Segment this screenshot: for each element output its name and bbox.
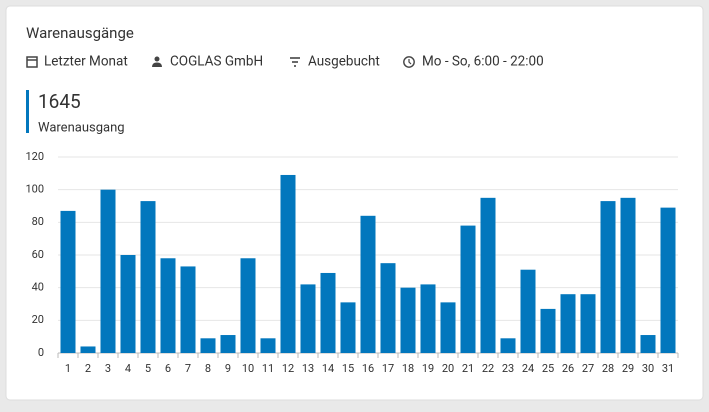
clock-icon (403, 56, 415, 68)
x-tick-label: 27 (582, 362, 594, 375)
x-tick-label: 6 (165, 362, 171, 375)
filter-label: Mo - So, 6:00 - 22:00 (422, 54, 544, 70)
bar (100, 189, 116, 353)
bar (180, 266, 196, 353)
bar (660, 207, 676, 353)
filter-icon (290, 57, 300, 67)
x-tick-label: 14 (322, 362, 334, 375)
x-tick-label: 29 (622, 362, 634, 375)
bar (460, 225, 476, 353)
x-tick-label: 21 (462, 362, 474, 375)
x-tick-label: 8 (205, 362, 211, 375)
bar (440, 302, 456, 353)
x-tick-label: 17 (382, 362, 394, 375)
filter-label: COGLAS GmbH (170, 54, 263, 70)
x-tick-label: 25 (542, 362, 554, 375)
calendar-icon (26, 56, 38, 68)
x-tick-label: 18 (402, 362, 414, 375)
x-tick-label: 9 (225, 362, 231, 375)
y-tick-label: 20 (32, 313, 44, 326)
y-tick-label: 80 (32, 215, 44, 228)
person-icon (154, 56, 160, 62)
bar (560, 294, 576, 353)
filter-label: Letzter Monat (44, 54, 128, 70)
bar (400, 287, 416, 353)
x-tick-label: 2 (85, 362, 91, 375)
bar (80, 346, 96, 353)
filter-label: Ausgebucht (308, 54, 380, 70)
bar (640, 335, 656, 353)
y-tick-label: 60 (32, 248, 44, 261)
bar (200, 338, 216, 353)
bar (380, 263, 396, 353)
x-tick-label: 24 (522, 362, 534, 375)
bar (260, 338, 276, 353)
x-tick-label: 3 (105, 362, 111, 375)
x-tick-label: 28 (602, 362, 614, 375)
bar (580, 294, 596, 353)
y-tick-label: 40 (32, 281, 44, 294)
x-tick-label: 20 (442, 362, 454, 375)
card-title: Warenausgänge (26, 24, 134, 42)
bar (120, 255, 136, 353)
kpi-value: 1645 (38, 90, 81, 113)
bar (220, 335, 236, 353)
bar (60, 210, 76, 353)
x-tick-label: 30 (642, 362, 654, 375)
bar (300, 284, 316, 353)
kpi-label: Warenausgang (38, 120, 125, 135)
x-tick-label: 5 (145, 362, 151, 375)
filter-icons (26, 56, 415, 68)
y-tick-label: 120 (25, 150, 44, 163)
kpi-accent (26, 90, 29, 133)
bar (620, 197, 636, 353)
x-tick-label: 1 (65, 362, 71, 375)
x-tick-label: 22 (482, 362, 494, 375)
bar (140, 201, 156, 353)
x-tick-label: 12 (282, 362, 294, 375)
x-tick-label: 23 (502, 362, 514, 375)
bar (540, 308, 556, 353)
bar (360, 215, 376, 353)
bar (420, 284, 436, 353)
x-tick-label: 19 (422, 362, 434, 375)
x-tick-label: 10 (242, 362, 254, 375)
x-tick-label: 16 (362, 362, 374, 375)
bar (480, 197, 496, 353)
bar (340, 302, 356, 353)
bar (320, 272, 336, 353)
x-tick-label: 26 (562, 362, 574, 375)
bar (600, 201, 616, 353)
bar (500, 338, 516, 353)
y-tick-label: 0 (38, 346, 44, 359)
bar (160, 258, 176, 353)
bar (280, 174, 296, 353)
x-tick-label: 15 (342, 362, 354, 375)
bar (520, 269, 536, 353)
y-tick-label: 100 (25, 183, 44, 196)
x-tick-label: 31 (662, 362, 674, 375)
x-tick-label: 4 (125, 362, 131, 375)
bar (240, 258, 256, 353)
x-tick-label: 13 (302, 362, 314, 375)
x-tick-label: 11 (262, 362, 274, 375)
x-tick-label: 7 (185, 362, 191, 375)
